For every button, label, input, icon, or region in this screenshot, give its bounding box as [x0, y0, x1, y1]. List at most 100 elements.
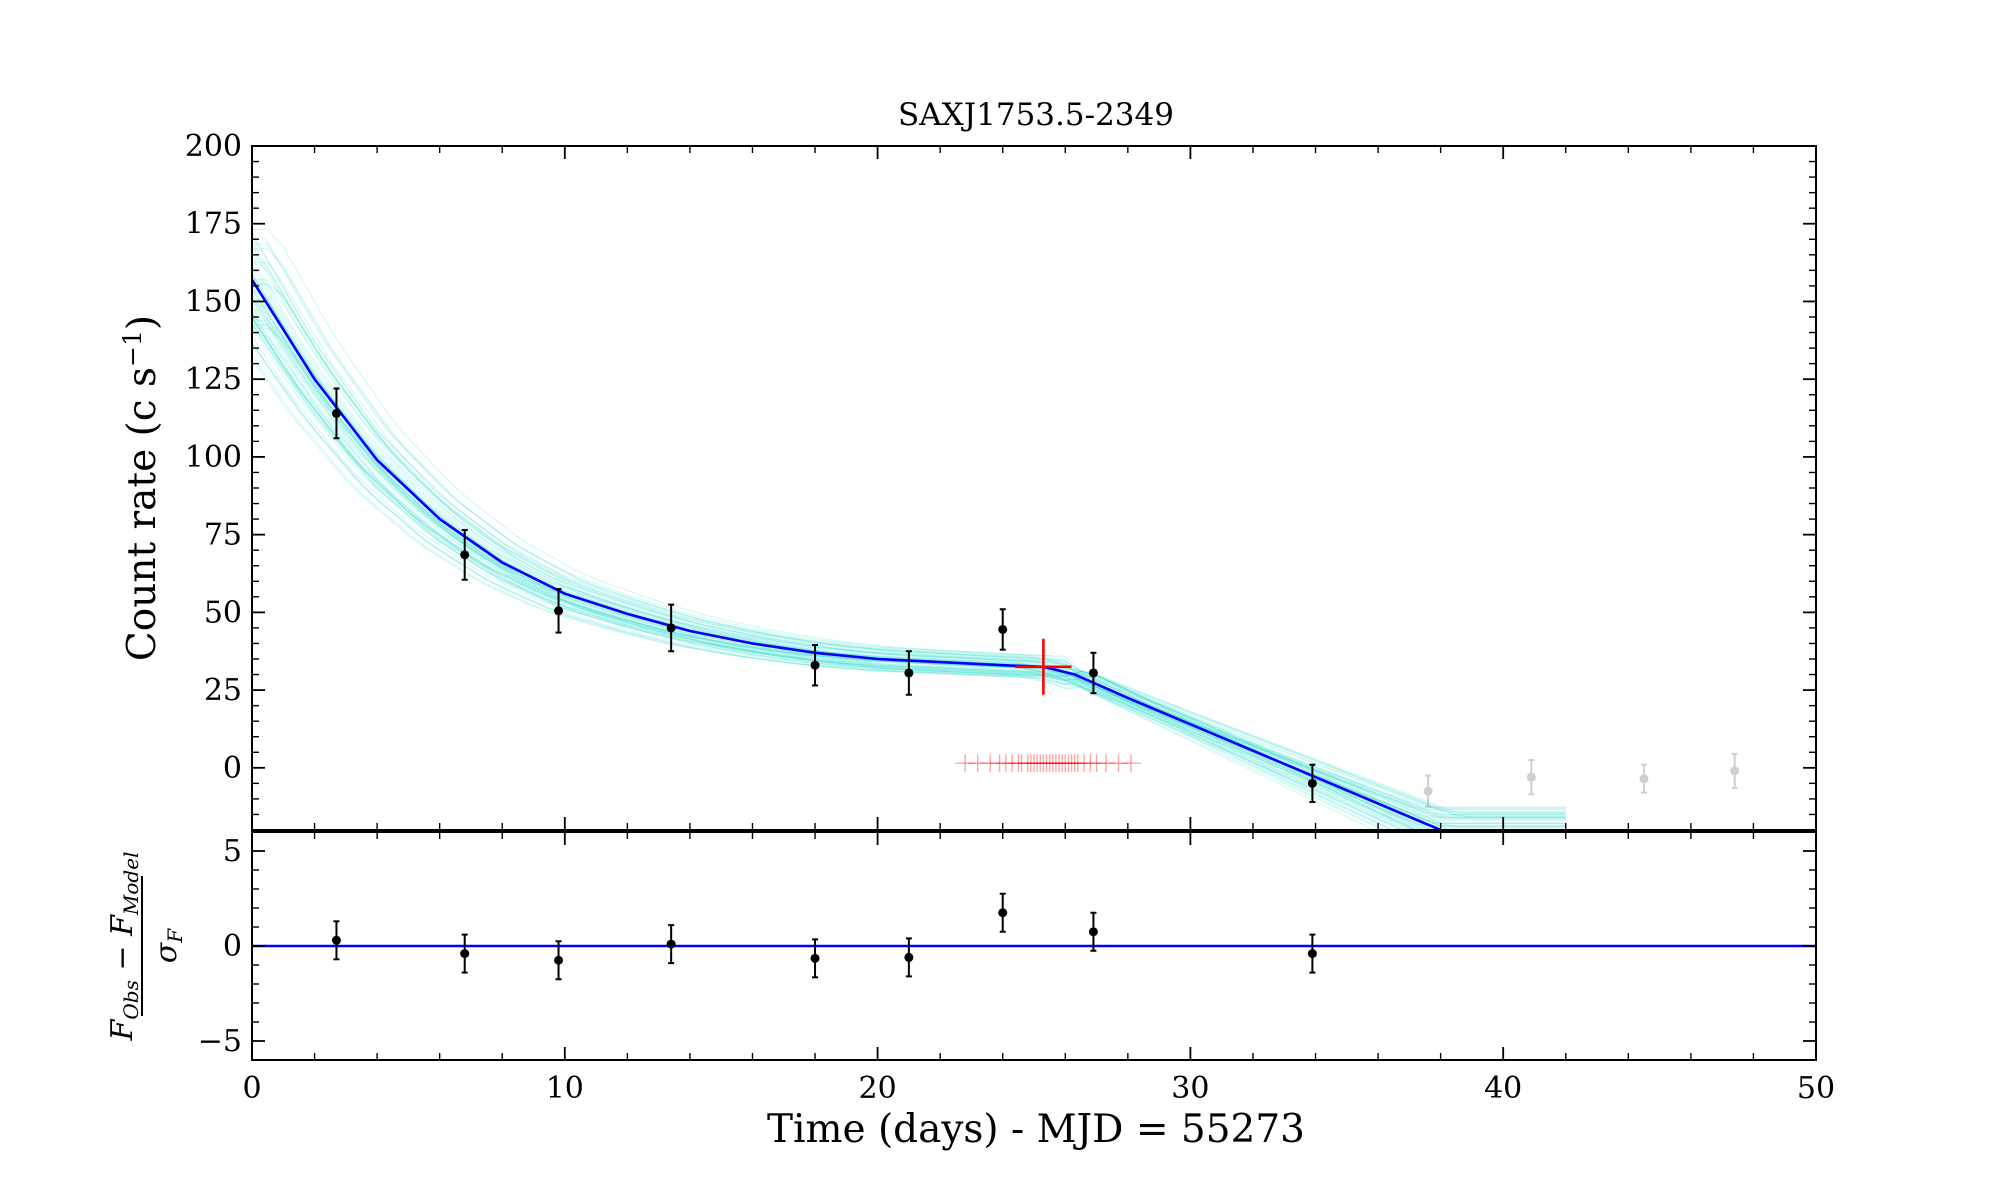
y-tick-label: 150: [185, 284, 242, 319]
data-marker: [1730, 766, 1740, 776]
data-marker: [666, 623, 676, 633]
data-marker: [1088, 668, 1098, 678]
count-rate-point: [810, 644, 820, 687]
data-marker: [1088, 927, 1098, 937]
count-rate-axis-label: Count rate (c s−1): [118, 315, 165, 661]
chart-title: SAXJ1753.5-2349: [898, 97, 1174, 133]
posterior-sample-curve: [252, 307, 1566, 813]
best-fit-model: [252, 279, 1442, 830]
excluded-point: [1423, 774, 1433, 808]
data-marker: [666, 939, 676, 949]
posterior-sample-curve: [252, 327, 1417, 830]
posterior-sample-curve: [252, 324, 1566, 818]
posterior-sample-curve: [252, 297, 1566, 830]
data-marker: [331, 408, 341, 418]
count-rate-point: [998, 608, 1008, 651]
break-time-samples: [955, 754, 1141, 773]
data-marker: [810, 660, 820, 670]
x-tick-label: 50: [1797, 1071, 1835, 1106]
posterior-sample-curve: [252, 279, 1443, 830]
y-tick-label: 0: [223, 751, 242, 786]
posterior-sample-curve: [252, 303, 1419, 830]
posterior-sample-curve: [252, 283, 1451, 830]
data-marker: [1639, 774, 1649, 784]
residual-point: [460, 933, 470, 974]
data-marker: [460, 949, 470, 959]
posterior-sample-curve: [252, 295, 1436, 830]
model-line: [252, 279, 1442, 830]
posterior-sample-curve: [252, 284, 1405, 830]
posterior-sample-curve: [252, 226, 1415, 830]
residual-axis-label: FObs − FModel σF: [105, 852, 187, 1042]
posterior-sample-curve: [252, 289, 1566, 820]
excluded-point: [1730, 752, 1740, 790]
x-tick-label: 30: [1171, 1071, 1209, 1106]
svg-text:FObs − FModel: FObs − FModel: [105, 852, 143, 1042]
posterior-sample-curve: [252, 324, 1395, 830]
posterior-sample-curve: [252, 317, 1376, 830]
posterior-sample-curves: [252, 226, 1566, 830]
count-rate-panel: 0 25 50 75 100 125 150 175 200: [185, 129, 1817, 831]
axes-frame: [251, 145, 1817, 831]
data-marker: [1423, 786, 1433, 796]
posterior-sample-curve: [252, 316, 1432, 830]
posterior-sample-curve: [252, 342, 1427, 830]
time-axis-label: Time (days) - MJD = 55273: [767, 1107, 1305, 1152]
residual-point: [810, 938, 820, 979]
x-tick-label: 10: [546, 1071, 584, 1106]
residual-point: [666, 924, 676, 965]
count-rate-point: [460, 528, 470, 581]
break-point-marker: [1015, 638, 1072, 695]
posterior-sample-curve: [252, 322, 1566, 827]
count-rate-point: [331, 387, 341, 440]
data-marker: [998, 908, 1008, 918]
posterior-sample-curve: [252, 343, 1566, 824]
data-marker: [331, 935, 341, 945]
posterior-sample-curve: [252, 232, 1566, 818]
y-tick-label: 50: [204, 595, 242, 630]
data-marker: [1307, 949, 1317, 959]
residual-point: [331, 920, 341, 961]
posterior-sample-curve: [252, 276, 1411, 830]
y-tick-label: 0: [223, 929, 242, 964]
posterior-sample-curve: [252, 327, 1385, 830]
posterior-sample-curve: [252, 319, 1445, 830]
residual-point: [998, 892, 1008, 933]
data-marker: [1526, 772, 1536, 782]
posterior-sample-curve: [252, 336, 1409, 830]
posterior-sample-curve: [252, 315, 1566, 825]
posterior-sample-curve: [252, 317, 1418, 830]
data-marker: [554, 606, 564, 616]
residual-point: [554, 940, 564, 981]
count-rate-point: [904, 650, 914, 696]
y-tick-label: 5: [223, 834, 242, 869]
data-marker: [554, 955, 564, 965]
posterior-sample-curve: [252, 358, 1420, 830]
data-marker: [810, 953, 820, 963]
y-tick-label: 125: [185, 362, 242, 397]
residual-data-points: [331, 892, 1317, 981]
posterior-sample-curve: [252, 305, 1403, 830]
count-rate-point: [1307, 763, 1317, 804]
x-tick-label: 20: [859, 1071, 897, 1106]
posterior-sample-curve: [252, 355, 1566, 817]
count-rate-point: [666, 603, 676, 653]
data-marker: [460, 550, 470, 560]
data-marker: [998, 624, 1008, 634]
posterior-sample-curve: [252, 342, 1566, 808]
y-tick-label: 75: [204, 518, 242, 553]
posterior-sample-curve: [252, 288, 1421, 830]
y-tick-label: 100: [185, 440, 242, 475]
posterior-sample-curve: [252, 315, 1566, 821]
y-tick-label: −5: [198, 1024, 242, 1059]
y-tick-label: 25: [204, 673, 242, 708]
excluded-data-points: [1423, 752, 1740, 808]
excluded-point: [1639, 763, 1649, 794]
data-marker: [904, 668, 914, 678]
data-marker: [1307, 778, 1317, 788]
residual-point: [904, 937, 914, 978]
count-rate-data-points: [331, 387, 1317, 804]
data-marker: [904, 952, 914, 962]
residuals-panel: 0 10 20 30 40 50−505: [198, 831, 1835, 1106]
count-rate-axes: 0 25 50 75 100 125 150 175 200: [185, 129, 1817, 831]
